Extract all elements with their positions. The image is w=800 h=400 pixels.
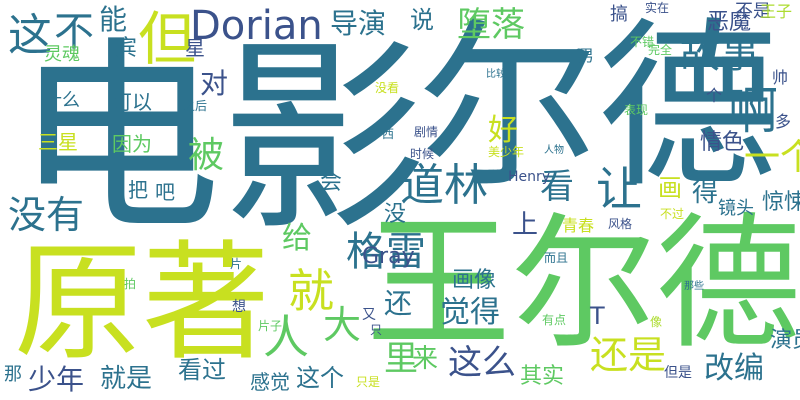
word-a: 啊 bbox=[728, 82, 778, 140]
word-jingsong: 惊悚 bbox=[762, 190, 800, 215]
word-qingchun: 青春 bbox=[562, 216, 595, 235]
word-wanquan: 完全 bbox=[648, 43, 673, 57]
word-ba: 吧 bbox=[155, 180, 175, 204]
word-lai: 来 bbox=[412, 344, 439, 374]
word-dianying: 电影 bbox=[15, 19, 428, 259]
word-bushi: 不是 bbox=[735, 1, 771, 22]
word-jiushi: 就是 bbox=[100, 364, 153, 394]
word-pian: 片 bbox=[230, 257, 243, 271]
word-ren: 人 bbox=[263, 310, 309, 364]
word-jiu: 就 bbox=[288, 264, 334, 318]
word-biaoxian: 表现 bbox=[624, 103, 649, 117]
word-gray: Gray bbox=[362, 244, 415, 269]
word-rang: 让 bbox=[596, 162, 642, 216]
word-renwu: 人物 bbox=[544, 145, 564, 156]
word-zhege: 这个 bbox=[296, 364, 344, 392]
word-hua: 画 bbox=[658, 174, 682, 202]
word-geleii: 格雷 bbox=[346, 229, 426, 275]
word-shuai: 帅 bbox=[772, 68, 789, 87]
word-na: 那 bbox=[4, 364, 22, 385]
word-huaxiang: 画像 bbox=[452, 268, 497, 293]
word-kanguo: 看过 bbox=[178, 356, 226, 384]
word-pai: 拍 bbox=[124, 277, 137, 291]
word-juede: 觉得 bbox=[440, 295, 500, 330]
word-kan: 看 bbox=[540, 167, 574, 207]
word-neng: 能 bbox=[99, 3, 128, 36]
word-nan: 男 bbox=[578, 46, 595, 65]
word-bijiao: 比较 bbox=[486, 69, 506, 80]
word-duoluo: 堕落 bbox=[457, 5, 525, 45]
word-shang: 上 bbox=[512, 210, 539, 240]
word-ba-hold: 把 bbox=[128, 178, 148, 202]
word-sanxing: 三星 bbox=[38, 130, 78, 154]
word-erde-large: 尔德 bbox=[418, 3, 779, 212]
word-bucuo: 不错 bbox=[630, 35, 655, 49]
word-da: 大 bbox=[323, 303, 362, 347]
word-youdian: 有点 bbox=[542, 313, 567, 327]
word-shenme: 什么 bbox=[44, 90, 80, 111]
word-fengge: 风格 bbox=[608, 217, 633, 231]
word-wangzi: 王子 bbox=[760, 2, 793, 21]
word-shihou: 时候 bbox=[410, 147, 435, 161]
word-zhihou: 之后 bbox=[183, 99, 208, 113]
word-linghun: 灵魂 bbox=[44, 44, 80, 65]
word-qingse: 情色 bbox=[700, 130, 745, 155]
word-meikan: 没看 bbox=[375, 81, 400, 95]
word-dui: 对 bbox=[200, 67, 229, 100]
word-qishi: 其实 bbox=[520, 364, 565, 389]
word-yinwei: 因为 bbox=[112, 132, 152, 156]
word-daoyan: 导演 bbox=[330, 7, 387, 40]
word-xi: 西 bbox=[382, 127, 395, 141]
word-ganjue: 感觉 bbox=[250, 370, 290, 394]
word-zhe: 这 bbox=[8, 10, 52, 61]
word-bei: 被 bbox=[188, 135, 225, 176]
word-dorian: Dorian bbox=[190, 3, 323, 49]
word-haishi: 还是 bbox=[590, 333, 667, 377]
word-ge: 个 bbox=[706, 86, 723, 105]
word-li: 里 bbox=[384, 339, 418, 379]
word-xiang: 像 bbox=[650, 315, 663, 329]
word-shaonian: 少年 bbox=[28, 363, 85, 396]
word-bu: 不 bbox=[54, 9, 94, 55]
word-emo: 恶魔 bbox=[707, 10, 752, 35]
word-yige: 一个 bbox=[744, 137, 800, 178]
word-gushi: 故事 bbox=[680, 31, 760, 77]
word-henry: Henry bbox=[508, 169, 551, 185]
word-dan: 但 bbox=[138, 5, 197, 73]
word-zhishi: 只是 bbox=[356, 375, 381, 389]
word-erqie: 而且 bbox=[544, 251, 569, 265]
word-de: 得 bbox=[692, 178, 719, 208]
word-jingtou: 镜头 bbox=[718, 198, 754, 219]
word-you: 又 bbox=[362, 307, 376, 323]
word-hui: 会 bbox=[320, 170, 343, 195]
word-daolin: 道林 bbox=[400, 160, 488, 211]
word-shizai: 实在 bbox=[645, 1, 670, 15]
word-wangerde: 王尔德 bbox=[366, 200, 800, 369]
word-hao: 好 bbox=[488, 113, 518, 148]
word-t: T bbox=[590, 302, 605, 330]
word-shuo: 说 bbox=[410, 6, 434, 34]
word-zhi: 只 bbox=[370, 323, 383, 337]
word-meiyou: 没有 bbox=[8, 193, 85, 237]
word-keyi: 可以 bbox=[112, 90, 152, 114]
word-juqing: 剧情 bbox=[414, 125, 439, 139]
word-pianzi: 片子 bbox=[258, 319, 283, 333]
word-buguo: 不过 bbox=[660, 207, 685, 221]
word-hai: 还 bbox=[384, 287, 413, 320]
word-danshi: 但是 bbox=[664, 365, 692, 381]
word-yuanzhu: 原著 bbox=[14, 229, 271, 378]
word-zheme: 这么 bbox=[448, 343, 516, 383]
word-duo: 多 bbox=[775, 112, 792, 131]
word-yanyuan: 演员 bbox=[770, 328, 800, 353]
word-gao: 搞 bbox=[610, 4, 628, 25]
word-meishaonian: 美少年 bbox=[488, 145, 525, 159]
word-naxie: 那些 bbox=[684, 281, 704, 292]
word-gaibian: 改编 bbox=[704, 351, 764, 386]
word-gei: 给 bbox=[282, 221, 312, 256]
word-mei: 没 bbox=[384, 202, 407, 227]
word-bin: 宾 bbox=[115, 36, 138, 61]
word-xiang-think: 想 bbox=[232, 299, 246, 315]
word-xing: 星 bbox=[185, 36, 205, 60]
